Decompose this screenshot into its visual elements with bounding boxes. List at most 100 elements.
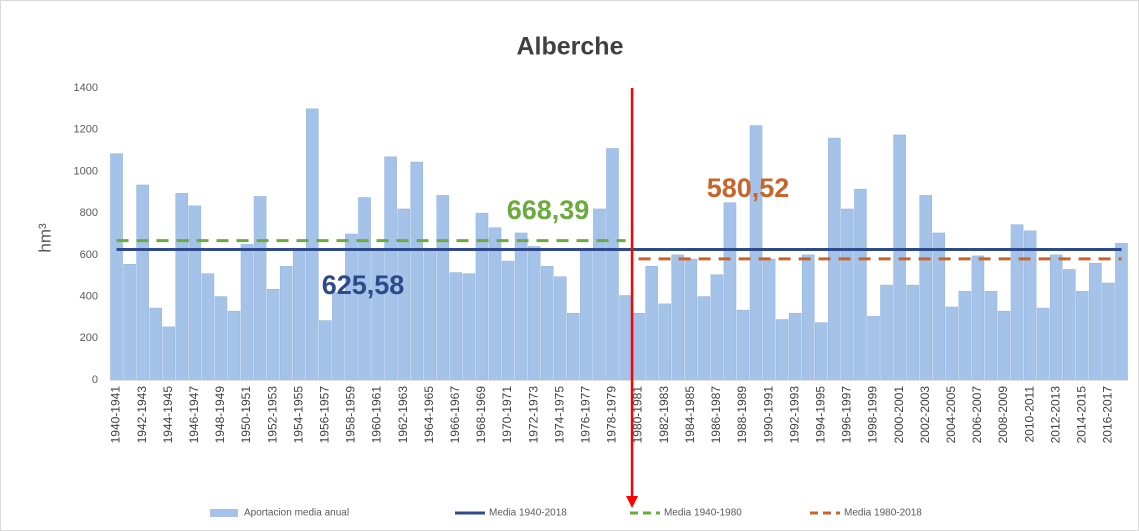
bar <box>319 320 332 381</box>
y-tick-label: 1200 <box>74 124 98 136</box>
x-tick-label: 1968-1969 <box>474 386 488 444</box>
x-tick-label: 1950-1951 <box>239 386 253 444</box>
value-label: 668,39 <box>507 195 590 225</box>
bar <box>632 313 645 381</box>
bar <box>514 232 528 381</box>
legend-label: Media 1980-2018 <box>844 508 922 519</box>
legend-label: Media 1940-2018 <box>489 508 567 519</box>
bar <box>958 291 972 381</box>
legend-label: Media 1940-1980 <box>664 508 742 519</box>
x-tick-label: 1940-1941 <box>109 386 123 444</box>
bar <box>501 260 515 381</box>
x-tick-label: 1998-1999 <box>866 386 880 444</box>
bar <box>1062 269 1076 381</box>
x-tick-label: 1964-1965 <box>422 386 436 444</box>
bar <box>1089 262 1102 381</box>
bar <box>710 274 724 381</box>
bar <box>123 263 136 381</box>
x-tick-label: 2012-2013 <box>1048 386 1062 444</box>
bar <box>527 246 541 381</box>
bar <box>136 184 149 381</box>
bar <box>1076 291 1089 381</box>
bar <box>553 276 567 381</box>
bar <box>475 212 489 381</box>
bar <box>606 148 619 381</box>
bar <box>162 326 176 381</box>
bar <box>384 156 397 381</box>
bar <box>1010 224 1024 381</box>
bar <box>1115 243 1128 381</box>
value-label: 580,52 <box>707 173 790 203</box>
x-tick-label: 1948-1949 <box>213 386 227 444</box>
x-tick-label: 1996-1997 <box>840 386 854 444</box>
value-label: 625,58 <box>322 270 405 300</box>
bar <box>854 188 867 381</box>
y-tick-label: 400 <box>80 290 98 302</box>
bar <box>449 272 463 381</box>
bar <box>410 161 423 381</box>
bar <box>880 284 893 381</box>
x-tick-label: 2010-2011 <box>1022 386 1036 443</box>
bar <box>227 310 241 381</box>
bar <box>1036 307 1050 381</box>
bar <box>841 208 854 381</box>
bar <box>593 208 606 381</box>
bar <box>253 196 267 381</box>
x-tick-label: 2004-2005 <box>944 386 958 444</box>
x-tick-label: 1956-1957 <box>318 386 332 444</box>
x-tick-label: 1980-1981 <box>631 386 645 444</box>
x-tick-label: 1952-1953 <box>265 386 279 444</box>
legend-label: Aportacion media anual <box>244 508 349 519</box>
y-tick-label: 200 <box>80 332 98 344</box>
divider-arrow <box>626 496 639 508</box>
bar <box>266 289 280 381</box>
x-tick-label: 2006-2007 <box>970 386 984 444</box>
x-tick-label: 1990-1991 <box>761 386 775 444</box>
bar <box>762 258 776 381</box>
bar <box>1102 282 1115 381</box>
bar <box>462 273 476 381</box>
x-tick-label: 1974-1975 <box>552 386 566 444</box>
bar <box>645 266 658 381</box>
legend-swatch <box>210 509 238 517</box>
bar <box>292 250 306 381</box>
x-tick-label: 1958-1959 <box>344 386 358 444</box>
bar <box>1023 230 1037 381</box>
bar <box>801 254 815 381</box>
x-tick-label: 1942-1943 <box>135 386 149 444</box>
bar <box>997 310 1011 381</box>
bar <box>815 322 828 381</box>
bar <box>684 258 698 381</box>
bar <box>867 316 880 381</box>
y-tick-label: 800 <box>80 207 98 219</box>
x-tick-label: 2014-2015 <box>1074 386 1088 444</box>
bar <box>619 295 632 381</box>
bar <box>306 108 319 381</box>
y-tick-label: 1400 <box>74 82 98 94</box>
bar <box>188 205 202 381</box>
y-tick-label: 600 <box>80 249 98 261</box>
bar <box>567 313 580 381</box>
bar <box>175 193 189 381</box>
bar <box>736 309 750 381</box>
bar <box>149 307 162 381</box>
bar <box>671 254 685 381</box>
bar <box>919 195 932 381</box>
bar <box>345 233 358 381</box>
chart-title: Alberche <box>517 33 624 61</box>
x-tick-label: 2016-2017 <box>1101 386 1115 444</box>
y-tick-label: 0 <box>92 374 98 386</box>
bar <box>723 202 737 381</box>
x-tick-label: 1976-1977 <box>579 386 593 444</box>
x-tick-label: 1972-1973 <box>526 386 540 444</box>
x-tick-label: 2000-2001 <box>892 386 906 444</box>
bar <box>932 232 946 381</box>
bar <box>788 313 802 381</box>
bar <box>540 266 554 381</box>
x-tick-label: 2002-2003 <box>918 386 932 444</box>
x-tick-label: 2008-2009 <box>996 386 1010 444</box>
bar <box>945 306 959 381</box>
bar <box>423 250 437 381</box>
